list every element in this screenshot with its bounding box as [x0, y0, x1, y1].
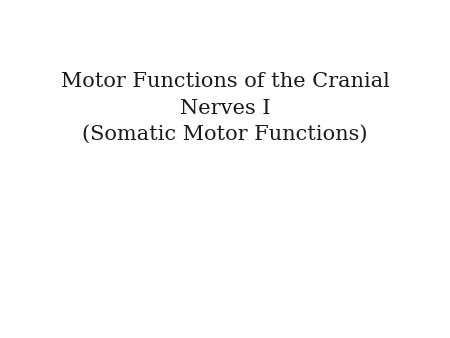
Text: Motor Functions of the Cranial
Nerves I
(Somatic Motor Functions): Motor Functions of the Cranial Nerves I …: [61, 72, 389, 144]
